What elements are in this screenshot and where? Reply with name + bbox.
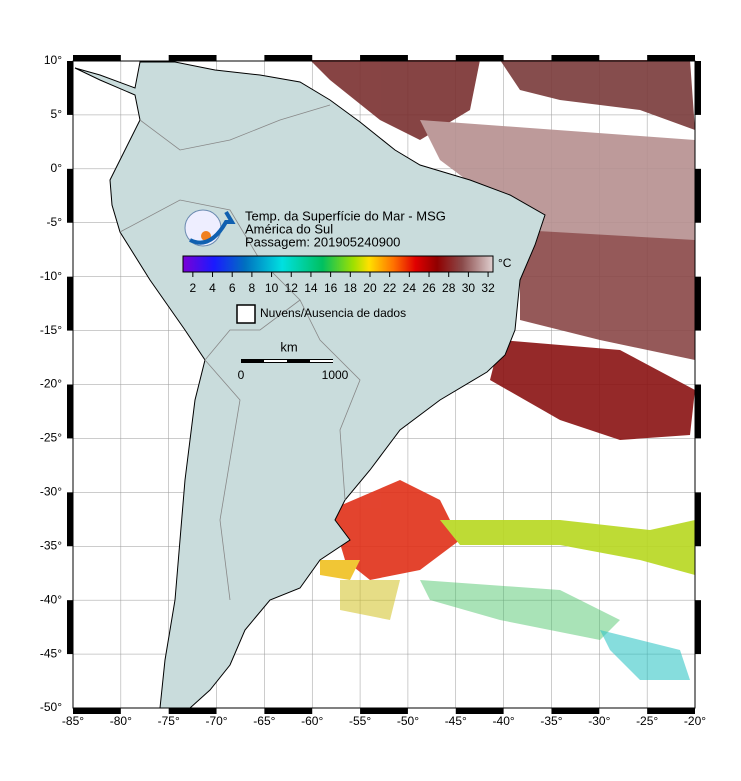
logo: [184, 209, 236, 247]
frame-bar: [168, 55, 217, 61]
frame-bar: [647, 708, 695, 714]
y-tick-label: -45°: [40, 646, 62, 660]
frame-bar: [67, 61, 73, 115]
subtitle: América do Sul: [245, 221, 333, 236]
sst-patch: [490, 340, 695, 440]
y-tick-label: -25°: [40, 431, 62, 445]
y-tick-label: -10°: [40, 269, 62, 283]
colorbar-label: 22: [383, 281, 397, 295]
colorbar-label: 10: [265, 281, 279, 295]
colorbar-label: 16: [324, 281, 338, 295]
legend-swatch: [236, 304, 256, 324]
sst-patch: [520, 230, 695, 360]
scale-label: 1000: [322, 368, 349, 382]
colorbar-label: 18: [344, 281, 358, 295]
colorbar-label: 26: [422, 281, 436, 295]
sst-patch: [340, 580, 400, 620]
frame-bar: [695, 492, 701, 547]
colorbar-label: 32: [481, 281, 495, 295]
y-tick-label: -30°: [40, 485, 62, 499]
frame-bar: [168, 708, 217, 714]
frame-bar: [455, 708, 504, 714]
frame-bar: [264, 55, 313, 61]
colorbar-label: 28: [442, 281, 456, 295]
frame-bar: [695, 61, 701, 115]
colorbar-label: 8: [249, 281, 256, 295]
frame-bar: [360, 708, 408, 714]
legend-label: Nuvens/Ausencia de dados: [260, 306, 406, 320]
colorbar-label: 12: [285, 281, 299, 295]
sst-patch: [440, 520, 695, 575]
frame-bar: [695, 384, 701, 439]
colorbar-unit: °C: [498, 256, 512, 270]
x-tick-label: -50°: [397, 714, 419, 728]
frame-bar: [551, 55, 600, 61]
colorbar-label: 30: [462, 281, 476, 295]
sst-patch: [320, 560, 360, 580]
y-tick-label: -15°: [40, 323, 62, 337]
frame-bar: [695, 168, 701, 223]
x-tick-label: -70°: [205, 714, 227, 728]
sst-patch: [600, 630, 690, 680]
y-tick-label: -5°: [47, 215, 63, 229]
colorbar-label: 2: [189, 281, 196, 295]
borders: [119, 104, 361, 601]
sst-patch: [420, 580, 620, 640]
colorbar-label: 6: [229, 281, 236, 295]
colorbar-label: 4: [209, 281, 216, 295]
sst-patch: [310, 60, 480, 140]
frame-bar: [67, 492, 73, 547]
x-tick-label: -20°: [684, 714, 706, 728]
colorbar-label: 24: [403, 281, 417, 295]
y-tick-label: 0°: [51, 161, 63, 175]
x-tick-label: -85°: [62, 714, 84, 728]
frame-bar: [73, 55, 121, 61]
frame-bar: [67, 600, 73, 655]
y-tick-label: -35°: [40, 538, 62, 552]
frame-bar: [264, 708, 313, 714]
frame-bar: [360, 55, 408, 61]
x-tick-label: -25°: [636, 714, 658, 728]
frame-bar: [67, 276, 73, 331]
colorbar: [182, 255, 494, 273]
y-tick-label: 10°: [44, 53, 62, 67]
frame-bar: [67, 168, 73, 223]
x-tick-label: -40°: [493, 714, 515, 728]
frame-bar: [67, 384, 73, 439]
x-tick-label: -45°: [445, 714, 467, 728]
scale-unit: km: [280, 339, 297, 354]
title: Temp. da Superfície do Mar - MSG: [245, 208, 446, 223]
scale-label: 0: [238, 368, 245, 382]
y-tick-label: -20°: [40, 377, 62, 391]
x-tick-label: -80°: [110, 714, 132, 728]
sst-patch: [330, 480, 460, 580]
sst-patch: [500, 60, 695, 130]
sst-patch: [420, 120, 695, 260]
frame-bar: [695, 276, 701, 331]
colorbar-label: 20: [363, 281, 377, 295]
y-tick-label: -40°: [40, 592, 62, 606]
scalebar: [241, 359, 333, 363]
frame-bar: [551, 708, 600, 714]
y-tick-label: 5°: [51, 107, 63, 121]
x-tick-label: -75°: [158, 714, 180, 728]
sst-field: [310, 60, 695, 680]
colorbar-label: 14: [304, 281, 318, 295]
pass-time: Passagem: 201905240900: [245, 234, 400, 249]
x-tick-label: -35°: [540, 714, 562, 728]
frame-bar: [647, 55, 695, 61]
x-tick-label: -30°: [588, 714, 610, 728]
frame-bar: [695, 600, 701, 655]
frame-bar: [455, 55, 504, 61]
y-tick-label: -50°: [40, 700, 62, 714]
frame-bar: [73, 708, 121, 714]
x-tick-label: -60°: [301, 714, 323, 728]
x-tick-label: -55°: [349, 714, 371, 728]
x-tick-label: -65°: [253, 714, 275, 728]
